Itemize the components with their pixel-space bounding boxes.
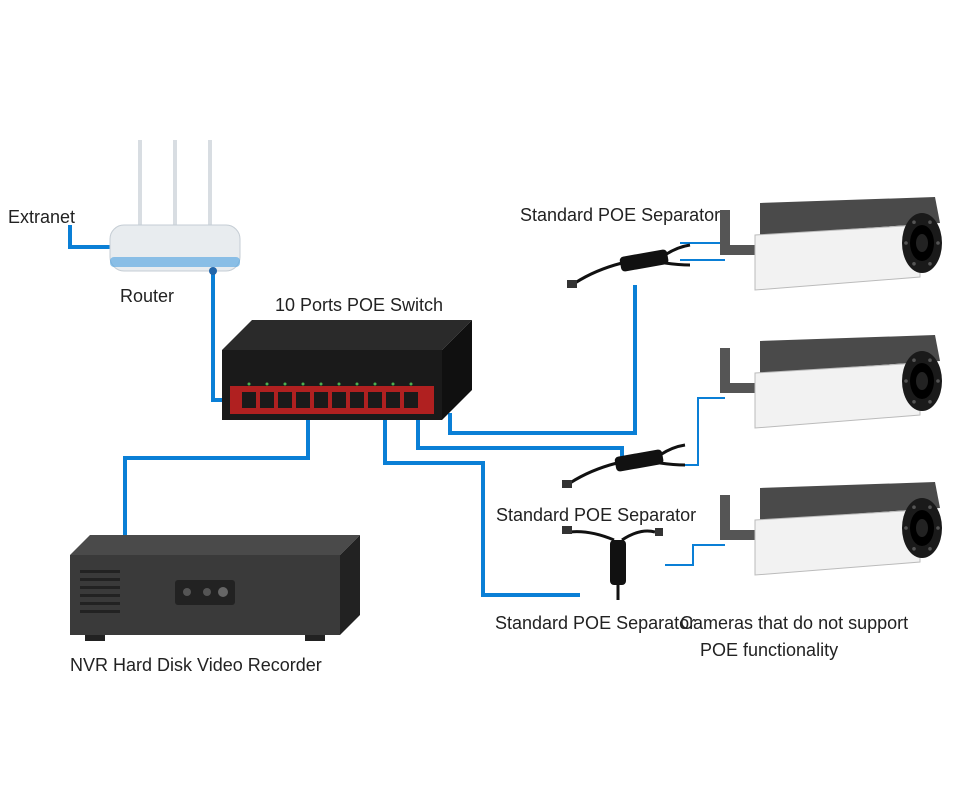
wire-switch-to-nvr xyxy=(125,413,308,535)
sep3-label: Standard POE Separator xyxy=(495,613,695,634)
diagram-canvas xyxy=(0,0,968,811)
nvr-label: NVR Hard Disk Video Recorder xyxy=(70,655,322,676)
router-label: Router xyxy=(120,286,174,307)
poe-separator-1 xyxy=(567,245,690,288)
poe-switch-device xyxy=(222,320,472,420)
router-device xyxy=(110,140,240,275)
switch-label: 10 Ports POE Switch xyxy=(275,295,443,316)
wire-sep2-to-camera2 xyxy=(680,398,725,465)
nvr-device xyxy=(70,535,360,641)
cameras-label-2: POE functionality xyxy=(700,640,838,661)
wire-switch-to-sep1 xyxy=(450,285,635,433)
wire-sep3-to-camera3 xyxy=(665,545,725,565)
camera-3 xyxy=(720,482,942,575)
wire-extranet-to-router xyxy=(70,225,110,247)
sep2-label: Standard POE Separator xyxy=(496,505,696,526)
sep1-label: Standard POE Separator xyxy=(520,205,720,226)
extranet-label: Extranet xyxy=(8,207,75,228)
camera-2 xyxy=(720,335,942,428)
wire-switch-to-sep3 xyxy=(385,413,580,595)
camera-1 xyxy=(720,197,942,290)
poe-separator-3 xyxy=(562,526,663,600)
cameras-label-1: Cameras that do not support xyxy=(680,613,908,634)
